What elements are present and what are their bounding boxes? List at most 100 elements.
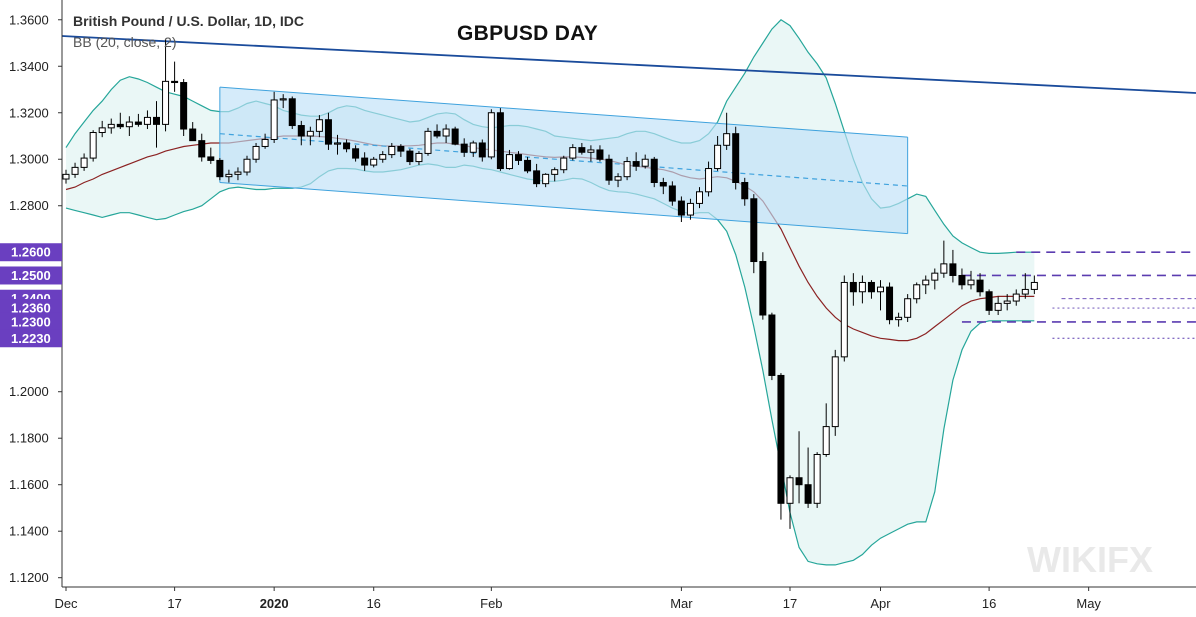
- candle-body: [849, 281, 857, 293]
- candle-body: [632, 161, 640, 167]
- candle-body: [107, 123, 115, 129]
- candle-body: [1021, 288, 1029, 295]
- candle-body: [397, 145, 405, 152]
- price-badge: [0, 243, 62, 262]
- candle-body: [813, 453, 821, 504]
- candle-body: [750, 198, 758, 263]
- symbol-title: British Pound / U.S. Dollar, 1D, IDC: [73, 13, 305, 29]
- candle-body: [153, 116, 160, 125]
- candle-body: [505, 154, 513, 170]
- candle-body: [877, 286, 884, 293]
- candle-body: [858, 281, 866, 293]
- candle-body: [867, 281, 875, 293]
- candle-body: [732, 133, 740, 183]
- y-tick-label: 1.2600: [11, 245, 51, 260]
- y-tick-label: 1.2800: [9, 198, 49, 213]
- candle-body: [98, 127, 106, 134]
- chart-title: GBPUSD DAY: [457, 22, 599, 45]
- y-tick-label: 1.2000: [9, 384, 49, 399]
- candle-body: [786, 477, 794, 504]
- watermark: WIKIFX: [1027, 539, 1153, 580]
- candle-body: [297, 125, 305, 137]
- candle-body: [261, 138, 269, 147]
- candle-body: [460, 143, 468, 153]
- candle-body: [913, 284, 921, 300]
- x-tick-label: 16: [982, 596, 996, 611]
- candlesticks: [62, 39, 1038, 529]
- candle-body: [515, 154, 522, 161]
- candle-body: [71, 166, 79, 175]
- candle-body: [306, 130, 314, 137]
- x-tick-label: Apr: [870, 596, 891, 611]
- candle-body: [623, 161, 631, 178]
- candle-body: [668, 185, 676, 202]
- price-badge: [0, 266, 62, 285]
- candle-body: [433, 130, 441, 137]
- candle-body: [270, 99, 278, 140]
- horizontal-levels: [961, 251, 1196, 339]
- y-tick-label: 1.2360: [11, 301, 51, 316]
- x-tick-label: May: [1076, 596, 1101, 611]
- x-tick-label: Dec: [54, 596, 78, 611]
- candle-body: [958, 274, 966, 286]
- candle-body: [686, 202, 694, 216]
- candle-body: [207, 156, 215, 161]
- x-tick-label: 17: [167, 596, 181, 611]
- trendline-layer: [61, 35, 1196, 94]
- price-badge: [0, 299, 62, 318]
- candle-body: [994, 302, 1002, 311]
- channel-lower-line: [219, 181, 908, 235]
- y-tick-label: 1.2500: [11, 268, 51, 283]
- y-tick-label: 1.1400: [9, 524, 49, 539]
- candle-body: [578, 147, 586, 153]
- candle-body: [705, 168, 713, 193]
- candle-body: [315, 119, 323, 132]
- candle-body: [189, 128, 197, 142]
- candle-body: [125, 121, 133, 128]
- candle-body: [904, 298, 912, 318]
- candle-body: [659, 181, 667, 187]
- candle-body: [496, 112, 504, 170]
- candle-body: [741, 181, 749, 200]
- candle-body: [89, 132, 97, 159]
- candle-body: [569, 147, 577, 159]
- candle-body: [415, 152, 423, 163]
- candle-body: [225, 173, 233, 178]
- candle-body: [1030, 281, 1038, 290]
- candle-body: [831, 356, 839, 428]
- candle-body: [759, 261, 767, 316]
- candle-body: [596, 149, 604, 160]
- candle-body: [288, 98, 296, 127]
- candle-body: [334, 142, 341, 145]
- candle-body: [723, 133, 731, 146]
- y-tick-label: 1.3400: [9, 59, 49, 74]
- y-tick-label: 1.2300: [11, 314, 51, 329]
- candle-body: [180, 82, 188, 130]
- candle-body: [487, 112, 495, 158]
- candle-body: [406, 150, 414, 163]
- x-tick-label: Feb: [480, 596, 502, 611]
- candle-body: [777, 374, 785, 504]
- candle-body: [696, 191, 703, 204]
- candle-body: [614, 176, 622, 181]
- candle-body: [442, 128, 450, 137]
- candle-body: [795, 477, 803, 486]
- candle-body: [451, 128, 459, 145]
- candle-body: [822, 426, 830, 455]
- candle-body: [216, 159, 224, 178]
- candle-body: [324, 119, 332, 145]
- channel-upper-line: [219, 86, 908, 138]
- y-tick-label: 1.2230: [11, 331, 51, 346]
- candle-body: [243, 158, 251, 173]
- candle-body: [922, 279, 930, 286]
- y-tick-label: 1.3000: [9, 152, 49, 167]
- candle-body: [143, 116, 151, 125]
- indicator-label: BB (20, close, 2): [73, 34, 177, 50]
- candle-body: [116, 123, 124, 128]
- candle-body: [279, 98, 287, 101]
- candle-body: [1012, 293, 1020, 302]
- x-tick-label: 16: [366, 596, 380, 611]
- candle-body: [940, 263, 948, 274]
